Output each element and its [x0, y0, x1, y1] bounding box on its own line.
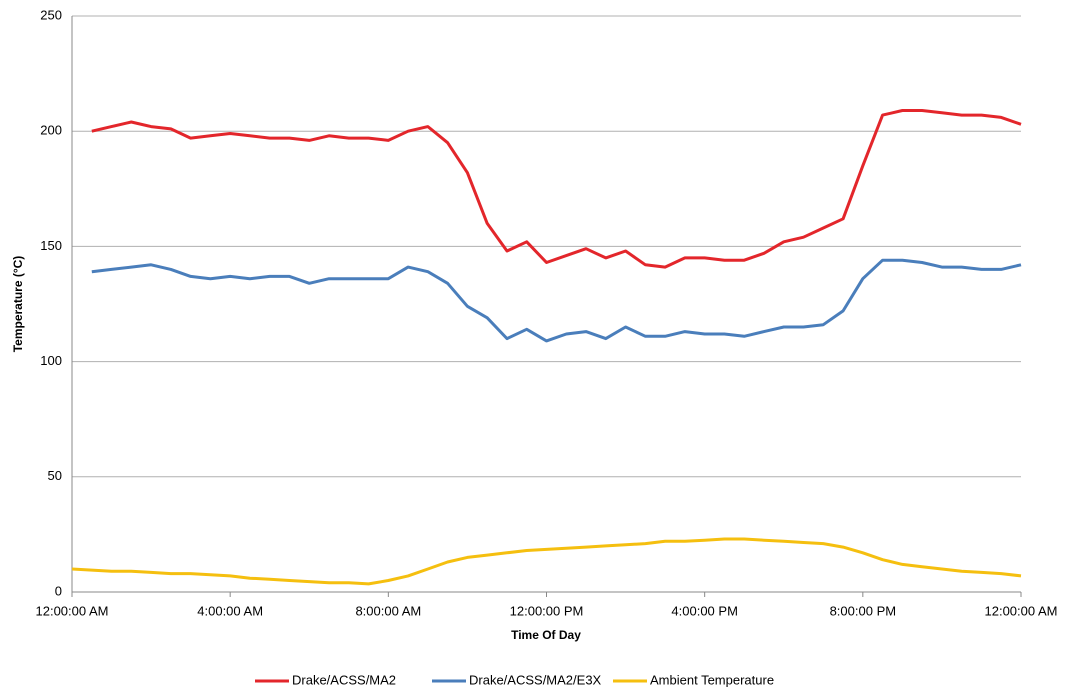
series-line [71, 537, 1022, 586]
series-line [91, 258, 1022, 343]
legend-label: Ambient Temperature [650, 672, 774, 687]
x-tick-label: 8:00:00 AM [355, 603, 421, 618]
y-tick-label: 50 [48, 468, 62, 483]
y-axis-title: Temperature (°C) [11, 256, 25, 353]
x-axis-title: Time Of Day [511, 628, 581, 642]
y-tick-label: 0 [55, 583, 62, 598]
x-tick-label: 12:00:00 AM [985, 603, 1058, 618]
x-tick-label: 4:00:00 AM [197, 603, 263, 618]
y-tick-label: 250 [40, 7, 62, 22]
x-tick-label: 12:00:00 PM [510, 603, 584, 618]
series-line [91, 109, 1022, 269]
x-tick-label: 4:00:00 PM [671, 603, 738, 618]
legend-label: Drake/ACSS/MA2/E3X [469, 672, 602, 687]
x-tick-label: 8:00:00 PM [830, 603, 897, 618]
y-tick-label: 150 [40, 238, 62, 253]
legend-label: Drake/ACSS/MA2 [292, 672, 396, 687]
y-tick-label: 200 [40, 123, 62, 138]
y-tick-label: 100 [40, 353, 62, 368]
x-tick-label: 12:00:00 AM [36, 603, 109, 618]
